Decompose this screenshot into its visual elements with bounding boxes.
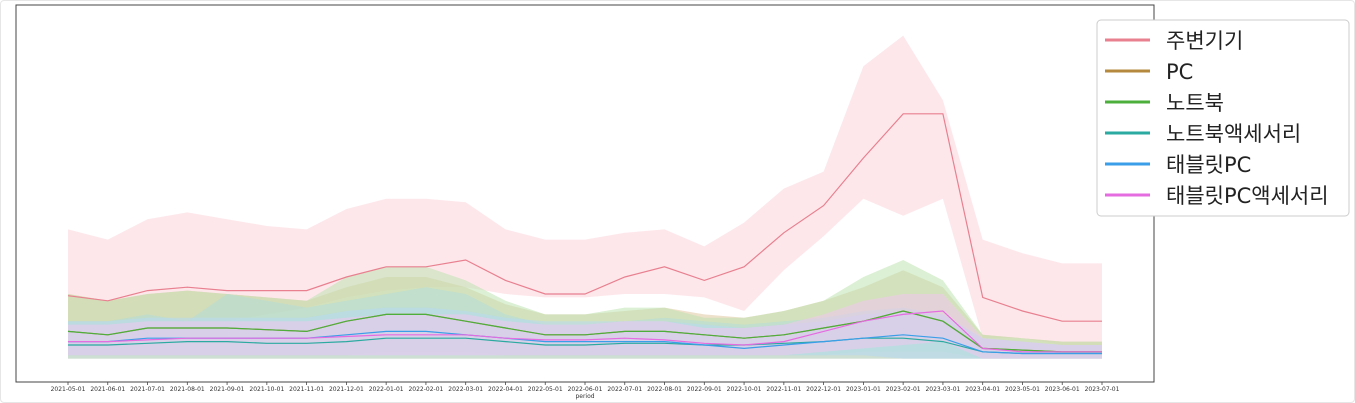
- band-series-0: [68, 35, 1102, 345]
- x-tick-label: 2022-03-01: [448, 386, 483, 393]
- x-tick-label: 2023-05-01: [1005, 386, 1040, 393]
- x-tick-label: 2021-11-01: [289, 386, 324, 393]
- x-tick-label: 2023-04-01: [965, 386, 1000, 393]
- x-tick-label: 2022-02-01: [408, 386, 443, 393]
- x-tick-label: 2023-03-01: [925, 386, 960, 393]
- x-tick-label: 2021-09-01: [210, 386, 245, 393]
- series-lines: [67, 113, 1102, 355]
- x-tick-label: 2022-09-01: [687, 386, 722, 393]
- x-tick-label: 2022-07-01: [607, 386, 642, 393]
- legend-label: 노트북: [1166, 91, 1224, 115]
- legend-label: PC: [1166, 60, 1193, 84]
- x-tick-label: 2021-10-01: [249, 386, 284, 393]
- x-tick-label: 2022-06-01: [568, 386, 603, 393]
- line-series-2: [67, 310, 1102, 353]
- x-tick-label: 2023-02-01: [886, 386, 921, 393]
- x-tick-label: 2021-12-01: [329, 386, 364, 393]
- x-tick-label: 2023-01-01: [846, 386, 881, 393]
- legend-label: 태블릿PC: [1166, 153, 1251, 177]
- x-tick-label: 2021-05-01: [51, 386, 86, 393]
- x-tick-label: 2022-01-01: [369, 386, 404, 393]
- legend-label: 주변기기: [1166, 29, 1243, 53]
- x-tick-label: 2021-07-01: [130, 386, 165, 393]
- line-series-3: [68, 337, 1102, 355]
- x-tick-label: 2021-06-01: [90, 386, 125, 393]
- legend-box: [1096, 19, 1350, 217]
- x-tick-label: 2022-04-01: [488, 386, 523, 393]
- legend-label: 노트북액세서리: [1166, 122, 1301, 146]
- confidence-bands: [68, 35, 1102, 359]
- x-tick-label: 2022-08-01: [647, 386, 682, 393]
- legend-label: 태블릿PC액세서리: [1166, 184, 1329, 208]
- x-tick-label: 2021-08-01: [170, 386, 205, 393]
- x-tick-label: 2022-11-01: [766, 386, 801, 393]
- x-tick-label: 2023-06-01: [1045, 386, 1080, 393]
- x-axis-label: period: [575, 393, 594, 400]
- x-tick-label: 2022-12-01: [806, 386, 841, 393]
- x-axis-ticks: 2021-05-01 2021-06-01 2021-07-01 2021-08-01…: [51, 382, 1120, 393]
- x-tick-label: 2022-05-01: [528, 386, 563, 393]
- line-series-0: [67, 113, 1102, 322]
- x-tick-label: 2022-10-01: [727, 386, 762, 393]
- x-tick-label: 2023-07-01: [1085, 386, 1120, 393]
- line-series-5: [68, 310, 1102, 353]
